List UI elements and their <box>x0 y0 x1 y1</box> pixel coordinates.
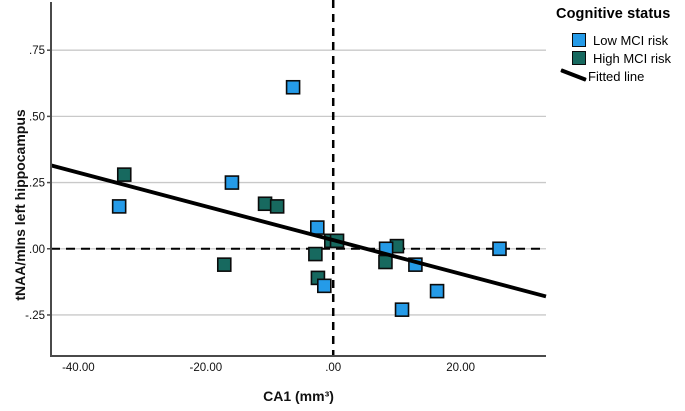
y-tick-label: .75 <box>29 45 45 57</box>
data-point-low-mci-risk <box>394 302 410 317</box>
legend-item-label: High MCI risk <box>593 50 672 66</box>
data-point-low-mci-risk <box>492 241 507 257</box>
x-tick-label: .00 <box>325 362 341 374</box>
data-point-low-mci-risk <box>224 175 240 190</box>
x-axis-label: CA1 (mm³) <box>263 388 334 404</box>
data-point-high-mci-risk <box>308 246 323 262</box>
y-tick-label: .25 <box>29 178 45 190</box>
x-tick-label: -40.00 <box>62 362 95 374</box>
data-point-high-mci-risk <box>378 254 393 270</box>
legend-title: Cognitive status <box>556 6 671 22</box>
x-tick-label: -20.00 <box>190 362 223 374</box>
high-mci-swatch-icon <box>572 51 586 65</box>
low-mci-swatch-icon <box>572 33 586 47</box>
data-point-high-mci-risk <box>269 199 285 214</box>
data-point-high-mci-risk <box>116 167 132 182</box>
fitted-line-swatch-icon <box>560 67 587 82</box>
legend-item-label: Fitted line <box>588 68 645 84</box>
data-point-high-mci-risk <box>257 196 273 212</box>
legend-item-low-mci-risk: Low MCI risk <box>572 31 671 49</box>
data-point-high-mci-risk <box>216 257 232 272</box>
data-point-low-mci-risk <box>429 283 445 299</box>
legend: Cognitive status Low MCI risk High MCI r… <box>556 6 671 85</box>
x-tick-label: 20.00 <box>446 362 475 374</box>
data-point-low-mci-risk <box>309 220 325 235</box>
y-axis-label: tNAA/mIns left hippocampus <box>12 109 28 301</box>
data-point-low-mci-risk <box>317 278 332 294</box>
y-tick-label: .00 <box>29 244 45 256</box>
fitted-line <box>50 163 547 299</box>
data-point-low-mci-risk <box>111 199 127 214</box>
legend-item-high-mci-risk: High MCI risk <box>572 49 671 67</box>
data-point-low-mci-risk <box>285 79 301 95</box>
y-tick-label: .50 <box>29 111 45 123</box>
legend-item-fitted-line: Fitted line <box>560 67 671 85</box>
y-tick-label: -.25 <box>25 310 45 322</box>
legend-item-label: Low MCI risk <box>593 32 669 48</box>
